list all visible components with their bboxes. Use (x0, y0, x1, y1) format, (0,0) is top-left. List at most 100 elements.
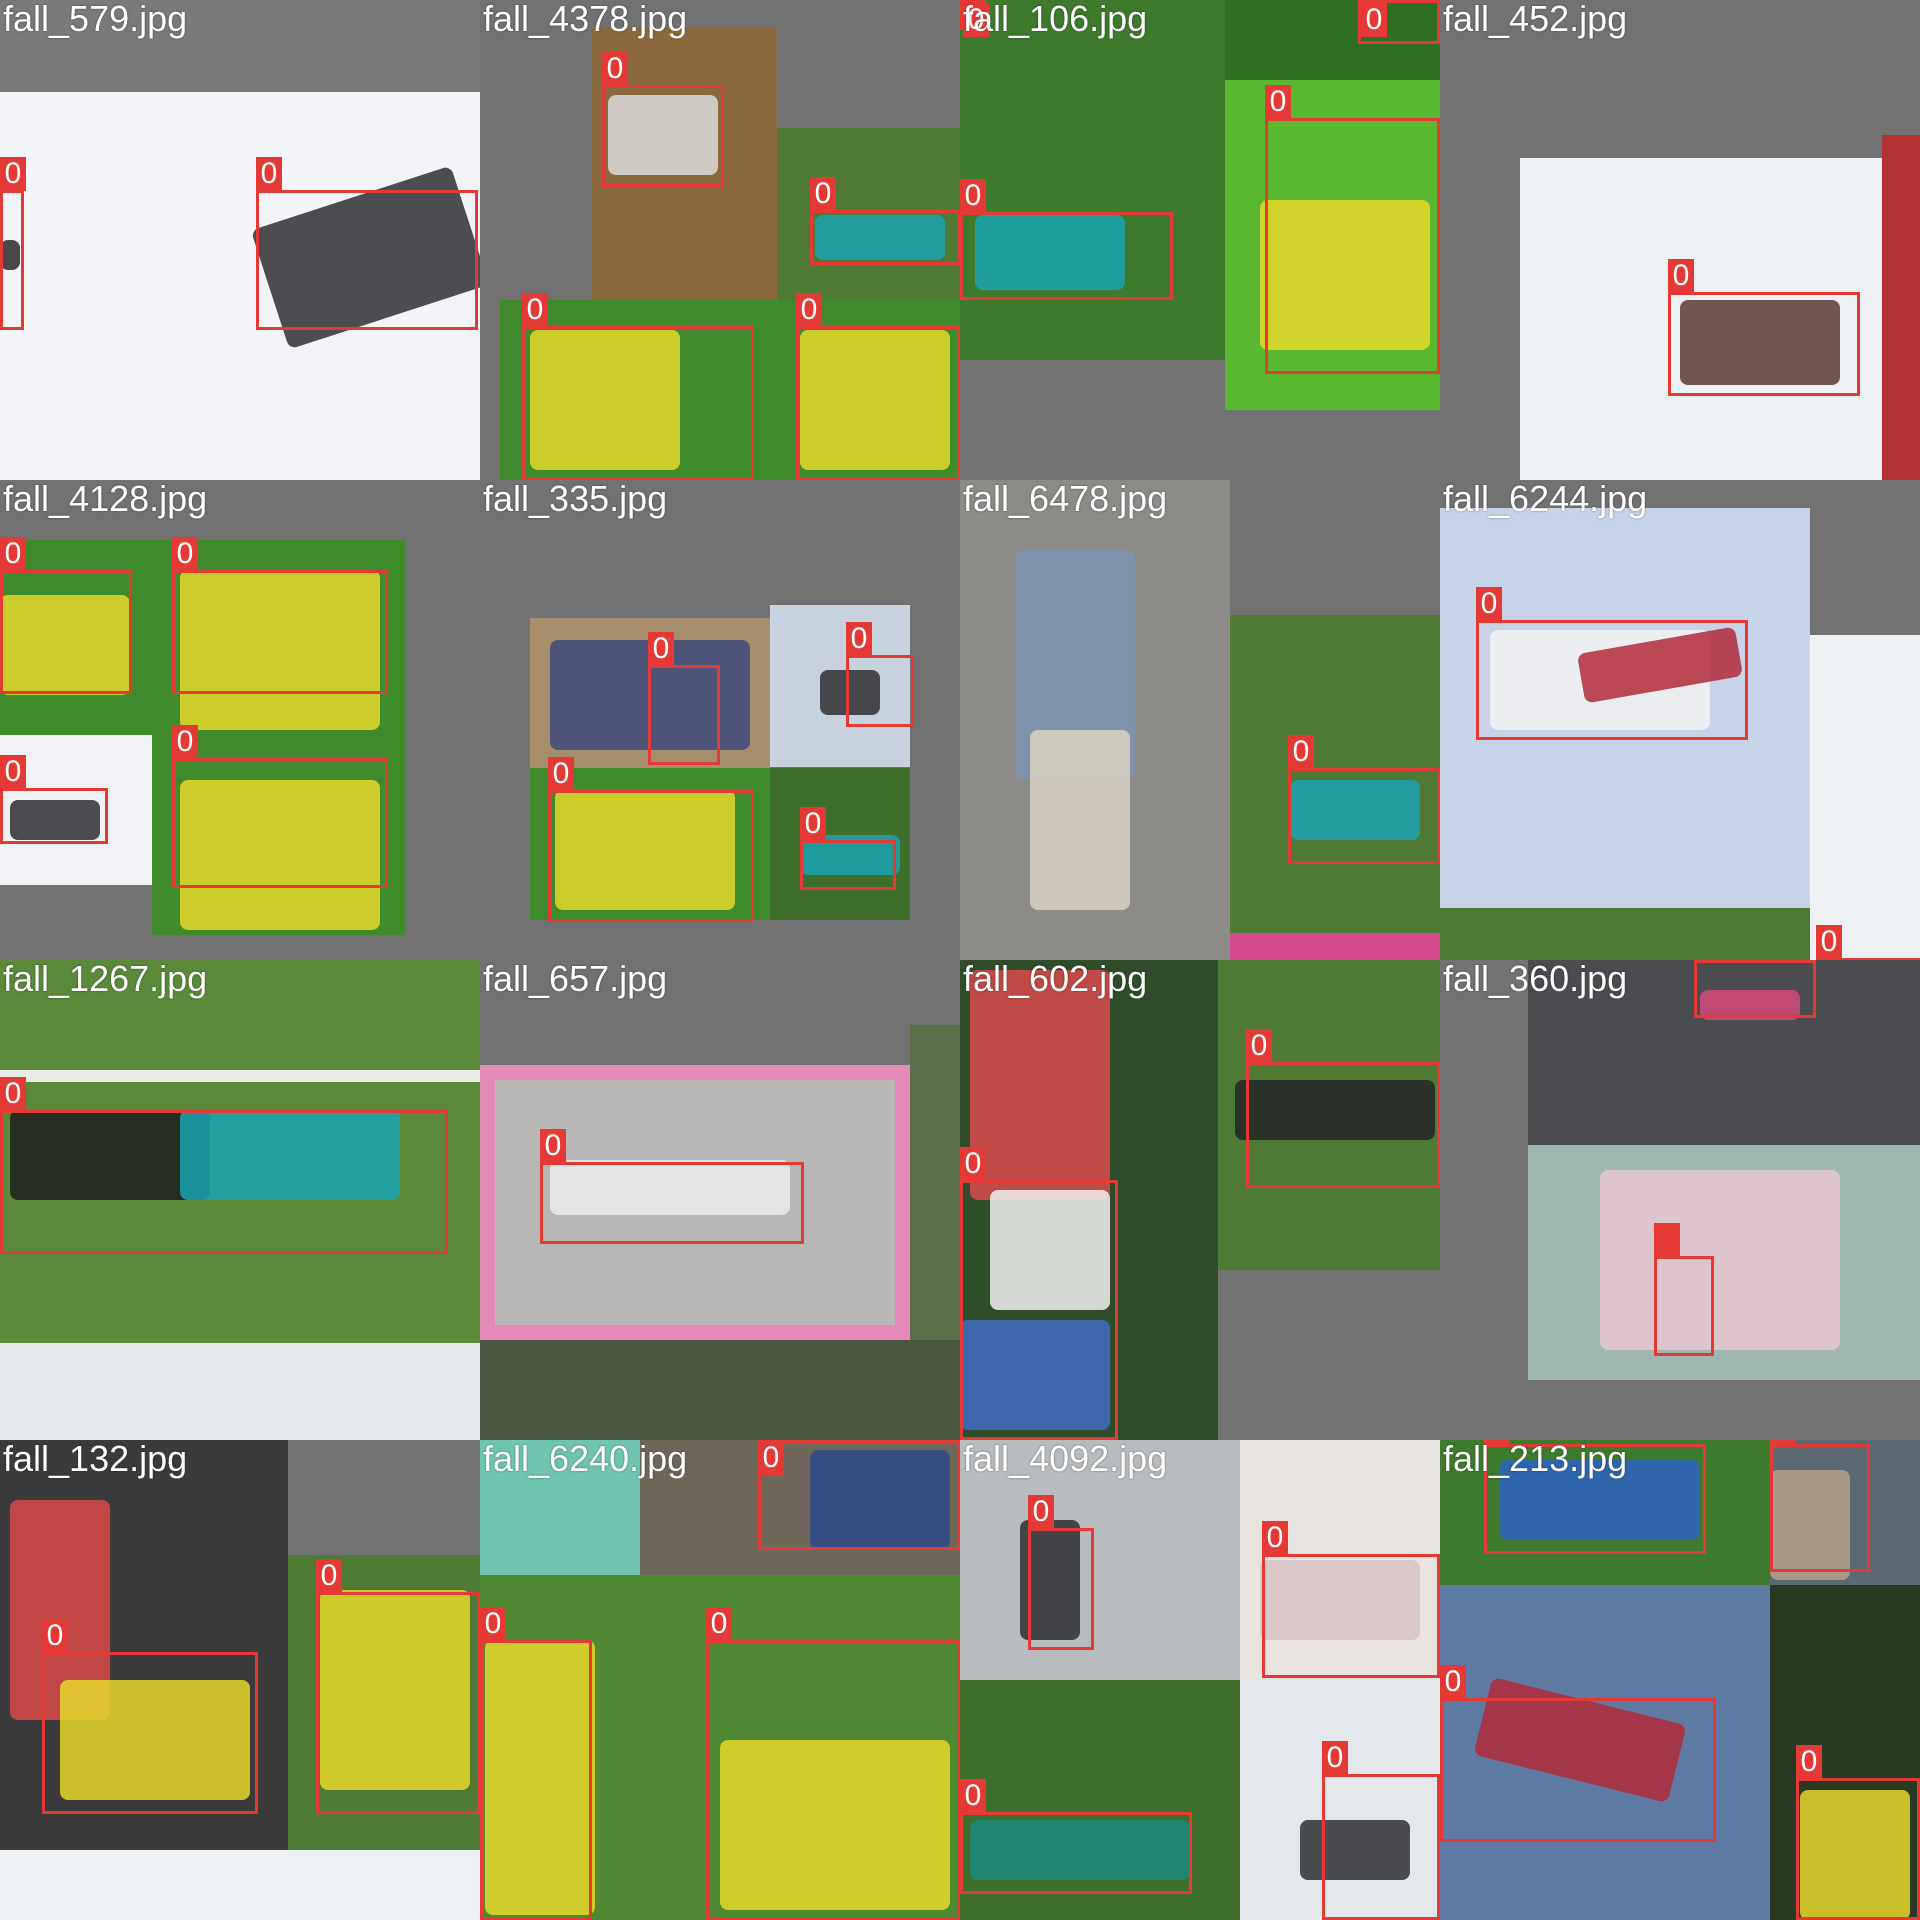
tile-image (1440, 1440, 1920, 1920)
tile-image (960, 480, 1440, 960)
detection-box: 0 (42, 1619, 258, 1814)
mosaic-tile: 0 fall_1267.jpg (0, 960, 480, 1440)
class-label: 0 (0, 1077, 26, 1111)
image-filename: fall_6244.jpg (1443, 480, 1648, 519)
tile-image (960, 960, 1440, 1440)
detection-box: 0 (1770, 1440, 1870, 1572)
class-label: 0 (1668, 259, 1694, 293)
detection-box: 0 (648, 632, 720, 765)
image-filename: fall_6240.jpg (483, 1440, 688, 1479)
detection-box: 0 (602, 52, 724, 187)
detection-box: 0 (960, 179, 1173, 300)
detection-box: 0 (1322, 1741, 1440, 1920)
image-filename: fall_4378.jpg (483, 0, 688, 39)
image-filename: fall_213.jpg (1443, 1440, 1628, 1479)
tile-image (1440, 960, 1920, 1440)
detection-box: 0 (1796, 1745, 1920, 1920)
detection-box: 0 (548, 757, 754, 922)
class-label: 0 (963, 3, 989, 37)
tile-image (0, 960, 480, 1440)
class-label: 0 (800, 807, 826, 841)
class-label: 0 (1796, 1745, 1822, 1779)
tile-image (480, 0, 960, 480)
image-filename: fall_335.jpg (483, 480, 668, 519)
tile-image (0, 0, 480, 480)
class-label: 0 (1262, 1521, 1288, 1555)
tile-image (1440, 0, 1920, 480)
detection-box: 0 (0, 537, 132, 694)
image-filename: fall_1267.jpg (3, 960, 208, 999)
detection-box: 0 (960, 1779, 1192, 1894)
mosaic-tile: 0 fall_6478.jpg (960, 480, 1440, 960)
class-label: 0 (1484, 1440, 1510, 1445)
detection-box (1654, 1223, 1714, 1356)
detection-box: 0 (960, 0, 989, 37)
class-label: 0 (42, 1619, 68, 1653)
class-label: 0 (960, 1147, 986, 1181)
detection-box: 0 (706, 1607, 960, 1920)
class-label: 0 (1028, 1495, 1054, 1529)
class-label: 0 (846, 622, 872, 656)
detection-box: 0 (800, 807, 896, 890)
detection-box: 0 (1262, 1521, 1440, 1678)
mosaic-tile: 0 0 0 fall_6240.jpg (480, 1440, 960, 1920)
mosaic-tile: 0 0 fall_132.jpg (0, 1440, 480, 1920)
image-filename: fall_452.jpg (1443, 0, 1628, 39)
mosaic-tile: 0 fall_360.jpg (1440, 960, 1920, 1440)
image-filename: fall_602.jpg (963, 960, 1148, 999)
tile-image (0, 480, 480, 960)
class-label: 0 (540, 1129, 566, 1163)
detection-box: 0 (796, 293, 960, 480)
mosaic-tile: 0 0 0 0 fall_335.jpg (480, 480, 960, 960)
mosaic-tile: 0 0 0 0 fall_4092.jpg (960, 1440, 1440, 1920)
class-label: 0 (1694, 960, 1720, 961)
tile-image (960, 1440, 1440, 1920)
class-label: 0 (1816, 925, 1842, 959)
mosaic-tile: 0 0 0 0 fall_106.jpg (960, 0, 1440, 480)
mosaic-tile: 0 0 fall_579.jpg (0, 0, 480, 480)
image-filename: fall_6478.jpg (963, 480, 1168, 519)
detection-box: 0 (1028, 1495, 1094, 1650)
mosaic-tile: 0 0 fall_602.jpg (960, 960, 1440, 1440)
class-label: 0 (1476, 587, 1502, 621)
class-label: 0 (706, 1607, 732, 1641)
detection-box: 0 (1484, 1440, 1706, 1554)
class-label: 0 (0, 157, 26, 191)
detection-box: 0 (1440, 1665, 1716, 1842)
class-label: 0 (1440, 1665, 1466, 1699)
detection-box: 0 (480, 1607, 592, 1920)
class-label: 0 (648, 632, 674, 666)
class-label: 0 (960, 1779, 986, 1813)
tile-image (1440, 480, 1920, 960)
class-label: 0 (548, 757, 574, 791)
class-label: 0 (172, 537, 198, 571)
class-label: 0 (0, 537, 26, 571)
detection-box: 0 (172, 537, 388, 694)
detection-box: 0 (1246, 1029, 1440, 1188)
class-label: 0 (1246, 1029, 1272, 1063)
class-label: 0 (1288, 735, 1314, 769)
class-label: 0 (602, 52, 628, 86)
mosaic-tile: 0 0 0 0 fall_213.jpg (1440, 1440, 1920, 1920)
detection-box: 0 (0, 755, 108, 844)
detection-box: 0 (1288, 735, 1440, 864)
detection-box: 0 (960, 1147, 1118, 1440)
class-label: 0 (1322, 1741, 1348, 1775)
detection-box: 0 (758, 1440, 960, 1550)
image-filename: fall_360.jpg (1443, 960, 1628, 999)
class-label (1654, 1223, 1680, 1257)
mosaic-tile: 0 0 0 0 fall_4128.jpg (0, 480, 480, 960)
detection-box: 0 (1816, 925, 1920, 960)
detection-box: 0 (1476, 587, 1748, 740)
class-label: 0 (796, 293, 822, 327)
class-label: 0 (522, 293, 548, 327)
tile-image (480, 480, 960, 960)
class-label: 0 (1361, 3, 1387, 37)
class-label: 0 (172, 725, 198, 759)
detection-box: 0 (1265, 85, 1440, 374)
detection-box: 0 (316, 1559, 480, 1814)
image-filename: fall_657.jpg (483, 960, 668, 999)
image-filename: fall_4092.jpg (963, 1440, 1168, 1479)
class-label: 0 (0, 755, 26, 789)
